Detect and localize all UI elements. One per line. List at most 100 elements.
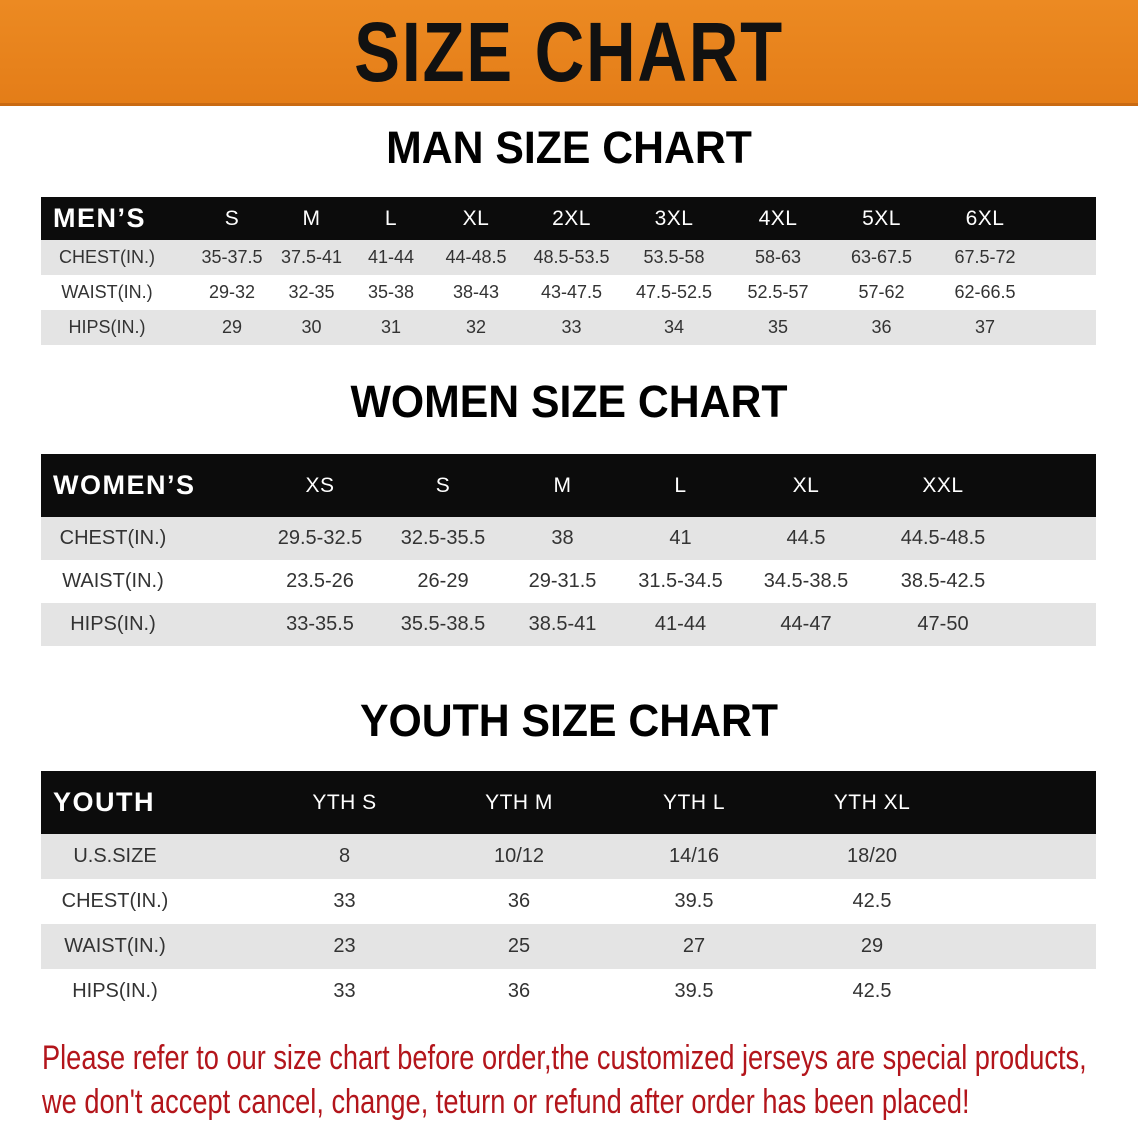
empty-cell xyxy=(1014,560,1096,603)
table-cell: 10/12 xyxy=(493,845,545,867)
table-cell: 35-37.5 xyxy=(201,247,263,267)
table-cell: 33 xyxy=(333,980,356,1002)
table-header-row: WOMEN’S XS S M L XL XXL xyxy=(41,454,1096,517)
women-section-title: WOMEN SIZE CHART xyxy=(350,376,788,427)
table-cell: 41-44 xyxy=(654,613,707,635)
table-cell: 38 xyxy=(551,527,574,549)
table-cell: 36 xyxy=(507,980,531,1002)
size-column-header: S xyxy=(224,206,240,230)
table-cell: 47.5-52.5 xyxy=(635,282,713,302)
youth-size-table: YOUTH YTH S YTH M YTH L YTH XL U.S.SIZE 8 10/12… xyxy=(41,771,1096,1014)
table-cell: 39.5 xyxy=(674,980,714,1002)
size-column-header: S xyxy=(435,473,451,497)
men-size-table: MEN’S S M L XL 2XL 3XL 4XL 5XL 6XL CHEST(IN.) 35-37… xyxy=(41,197,1096,345)
header-label: YOUTH xyxy=(53,787,155,817)
size-column-header: XL xyxy=(462,206,490,230)
table-cell: 34.5-38.5 xyxy=(763,570,849,592)
table-cell: 27 xyxy=(682,935,706,957)
table-cell: 44-47 xyxy=(780,613,832,635)
footer-notice-line-2: we don't accept cancel, change, teturn o… xyxy=(42,1083,970,1121)
size-column-header: XL xyxy=(792,473,820,497)
table-cell: 35-38 xyxy=(367,282,415,302)
youth-section-title: YOUTH SIZE CHART xyxy=(359,695,778,746)
size-column-header: YTH L xyxy=(662,790,725,814)
table-cell: 31 xyxy=(380,317,402,337)
table-header-row: MEN’S S M L XL 2XL 3XL 4XL 5XL 6XL xyxy=(41,197,1096,240)
empty-cell xyxy=(962,879,1096,924)
row-label: HIPS(IN.) xyxy=(68,317,146,337)
empty-cell xyxy=(962,771,1096,834)
table-cell: 29-31.5 xyxy=(528,570,597,592)
row-label: CHEST(IN.) xyxy=(61,890,169,912)
size-column-header: YTH XL xyxy=(833,790,911,814)
table-cell: 58-63 xyxy=(754,247,802,267)
empty-cell xyxy=(1037,275,1096,310)
table-cell: 38-43 xyxy=(452,282,500,302)
table-row: HIPS(IN.) 33 36 39.5 42.5 xyxy=(41,969,1096,1014)
table-cell: 34 xyxy=(663,317,685,337)
size-column-header: YTH S xyxy=(312,790,377,814)
table-cell: 63-67.5 xyxy=(850,247,913,267)
header-label: MEN’S xyxy=(53,203,147,233)
empty-cell xyxy=(962,969,1096,1014)
footer-notice-line-1: Please refer to our size chart before or… xyxy=(42,1039,1087,1077)
table-cell: 32 xyxy=(465,317,487,337)
table-cell: 18/20 xyxy=(846,845,898,867)
row-label: CHEST(IN.) xyxy=(59,527,167,549)
table-cell: 41 xyxy=(669,527,692,549)
table-row: CHEST(IN.) 33 36 39.5 42.5 xyxy=(41,879,1096,924)
table-cell: 42.5 xyxy=(852,890,892,912)
size-column-header: 2XL xyxy=(552,206,591,230)
empty-cell xyxy=(1014,517,1096,560)
table-cell: 25 xyxy=(507,935,531,957)
table-cell: 38.5-42.5 xyxy=(900,570,986,592)
table-cell: 29 xyxy=(860,935,884,957)
size-column-header: 5XL xyxy=(862,206,901,230)
table-cell: 8 xyxy=(338,845,351,867)
table-cell: 23.5-26 xyxy=(286,570,354,592)
table-cell: 35.5-38.5 xyxy=(400,613,486,635)
banner-title: SIZE CHART xyxy=(354,5,784,99)
men-section-title: MAN SIZE CHART xyxy=(386,122,752,173)
table-cell: 30 xyxy=(301,317,322,337)
table-cell: 42.5 xyxy=(852,980,892,1002)
size-column-header: XS xyxy=(305,473,335,497)
size-column-header: XXL xyxy=(922,473,964,497)
table-cell: 36 xyxy=(507,890,531,912)
table-cell: 38.5-41 xyxy=(528,613,597,635)
table-cell: 36 xyxy=(871,317,892,337)
table-header-row: YOUTH YTH S YTH M YTH L YTH XL xyxy=(41,771,1096,834)
table-cell: 33 xyxy=(333,890,356,912)
row-label: U.S.SIZE xyxy=(73,845,157,867)
row-label: CHEST(IN.) xyxy=(59,247,155,267)
row-label: WAIST(IN.) xyxy=(62,570,164,592)
empty-cell xyxy=(962,924,1096,969)
table-cell: 44.5 xyxy=(786,527,826,549)
size-column-header: L xyxy=(384,206,398,230)
empty-cell xyxy=(1037,197,1096,240)
size-column-header: YTH M xyxy=(485,790,553,814)
size-column-header: L xyxy=(674,473,687,497)
size-column-header: M xyxy=(302,206,321,230)
table-row: WAIST(IN.) 23.5-26 26-29 29-31.5 31.5-34.5 34… xyxy=(41,560,1096,603)
row-label: WAIST(IN.) xyxy=(61,282,153,302)
table-cell: 14/16 xyxy=(668,845,720,867)
table-cell: 32.5-35.5 xyxy=(400,527,486,549)
header-label: WOMEN’S xyxy=(53,470,196,500)
table-row: CHEST(IN.) 35-37.5 37.5-41 41-44 44-48.5 48.5… xyxy=(41,240,1096,275)
table-cell: 32-35 xyxy=(288,282,335,302)
table-cell: 26-29 xyxy=(417,570,469,592)
table-cell: 29 xyxy=(221,317,243,337)
empty-cell xyxy=(1014,603,1096,646)
table-cell: 43-47.5 xyxy=(540,282,603,302)
table-cell: 29-32 xyxy=(208,282,256,302)
table-cell: 47-50 xyxy=(917,613,969,635)
table-cell: 44-48.5 xyxy=(445,247,507,267)
women-size-table: WOMEN’S XS S M L XL XXL CHEST(IN.) 29.5-32.5 32.5… xyxy=(41,454,1096,646)
table-cell: 37.5-41 xyxy=(280,247,343,267)
table-row: CHEST(IN.) 29.5-32.5 32.5-35.5 38 41 44.5 44.5… xyxy=(41,517,1096,560)
table-cell: 37 xyxy=(974,317,996,337)
table-cell: 23 xyxy=(333,935,356,957)
table-cell: 41-44 xyxy=(367,247,415,267)
table-cell: 31.5-34.5 xyxy=(638,570,723,592)
